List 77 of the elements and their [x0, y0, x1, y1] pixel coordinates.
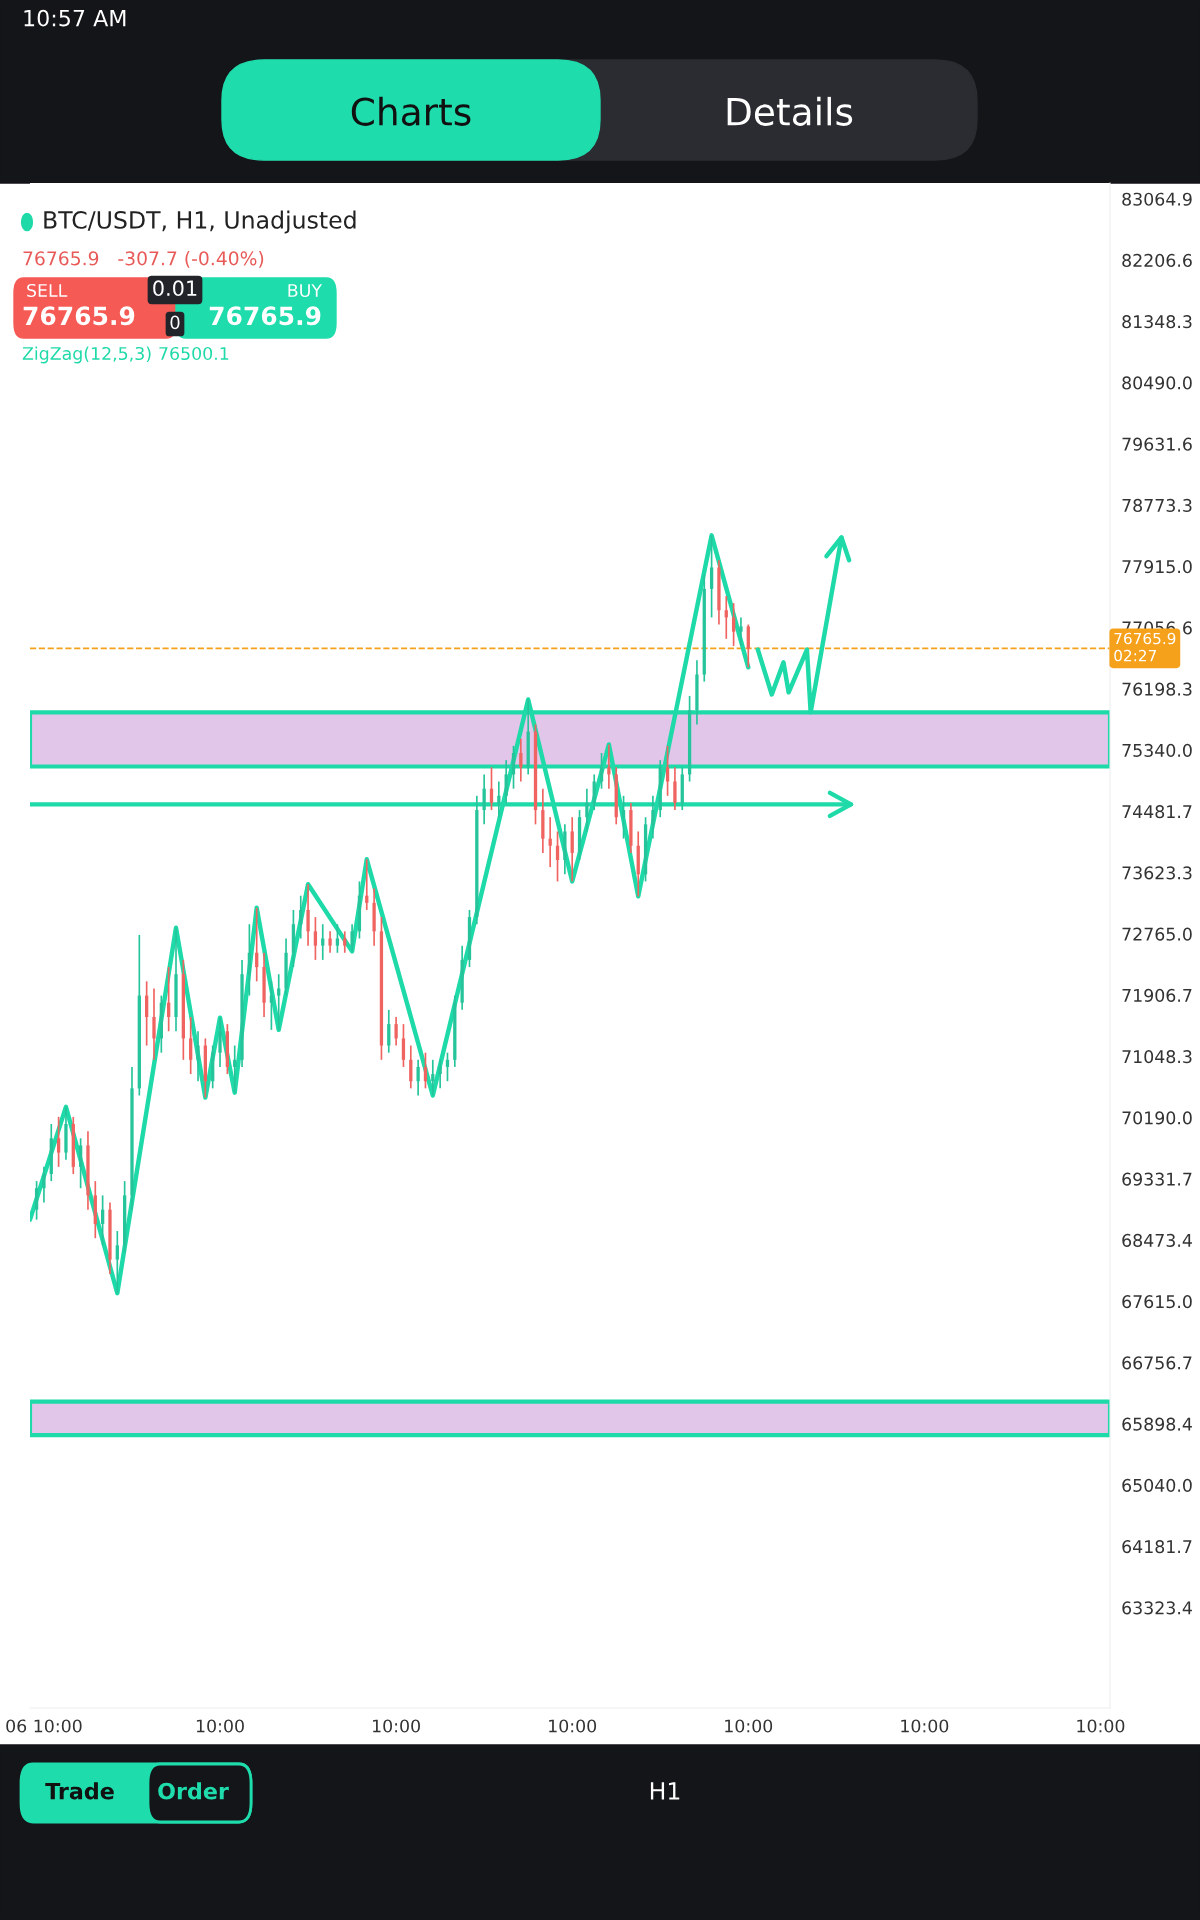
candlestick [665, 745, 670, 797]
candlestick [731, 602, 736, 647]
x-tick-label: 10:00 [1077, 1719, 1125, 1733]
text: Order [158, 1782, 229, 1800]
candlestick [152, 987, 156, 1061]
candlestick [416, 1058, 420, 1097]
y-tick-label: 68473.4 [1122, 1233, 1192, 1247]
candlestick [709, 534, 714, 619]
candlestick [599, 752, 604, 790]
candlestick [196, 1030, 200, 1083]
text: 76765.9 -307.7 (-0.40%) [23, 250, 264, 268]
y-tick-label: 70190.0 [1122, 1111, 1192, 1125]
y-tick-label: 74481.7 [1122, 805, 1192, 819]
annotation: 76500.1 [159, 346, 229, 361]
annotation: 0 [170, 315, 180, 330]
candlestick [585, 787, 589, 833]
y-tick-label: 72765.0 [1122, 927, 1192, 941]
candlestick [651, 794, 655, 840]
annotation: 76765.9 [23, 306, 135, 326]
annotation: BUY [288, 284, 323, 298]
y-tick-label: 67615.0 [1122, 1295, 1192, 1309]
candlestick [673, 766, 677, 811]
candlestick [350, 923, 354, 953]
candlestick [607, 743, 611, 790]
candlestick [746, 623, 750, 669]
candlestick [34, 1180, 39, 1221]
y-tick-label: 69331.7 [1122, 1172, 1192, 1186]
candlestick [78, 1137, 83, 1190]
y-tick-label: 65040.0 [1122, 1478, 1192, 1492]
text: BTC/USDT, H1, Unadjusted [44, 210, 356, 234]
y-tick-label: 71906.7 [1122, 988, 1192, 1002]
text: Trade [45, 1782, 114, 1800]
candlestick [218, 1016, 222, 1068]
candlestick [328, 930, 332, 954]
candlestick [306, 883, 310, 947]
candlestick [189, 1016, 193, 1075]
annotation: SELL [27, 283, 68, 298]
text: Details [727, 96, 853, 126]
y-tick-label: 75340.0 [1122, 743, 1192, 757]
candlestick [570, 816, 574, 883]
candlestick [401, 1023, 406, 1068]
text: 10:57 AM [24, 9, 126, 27]
text: Charts [351, 96, 471, 126]
y-tick-label: 80490.0 [1122, 376, 1192, 390]
candlestick [387, 1009, 391, 1054]
x-tick-label: 10:00 [196, 1719, 244, 1733]
y-tick-label: 79631.6 [1122, 437, 1192, 451]
y-tick-label: 71048.3 [1122, 1050, 1192, 1064]
y-tick-label: 64181.7 [1122, 1540, 1192, 1554]
text: H1 [650, 1782, 680, 1800]
candlestick [277, 973, 281, 1031]
y-tick-label: 78773.3 [1122, 498, 1192, 512]
annotation: 76765.9 [209, 306, 321, 326]
candlestick [115, 1230, 119, 1294]
candlestick [739, 616, 743, 647]
candlestick [438, 1058, 442, 1090]
candlestick [394, 1016, 398, 1047]
annotation: 0.01 [153, 280, 197, 297]
y-tick-label: 73623.3 [1122, 866, 1192, 880]
y-tick-label: 83064.9 [1122, 192, 1192, 206]
x-tick-label: 06 10:00 [6, 1719, 82, 1733]
y-tick-label: 77915.0 [1122, 560, 1192, 574]
candlestick [56, 1116, 61, 1168]
x-tick-label: 10:00 [901, 1719, 949, 1733]
y-tick-label: 63323.4 [1122, 1601, 1192, 1615]
y-tick-label: 81348.3 [1122, 315, 1192, 329]
x-tick-label: 10:00 [549, 1719, 597, 1733]
x-tick-label: 10:00 [373, 1719, 420, 1733]
y-tick-label: 65898.4 [1122, 1417, 1192, 1431]
y-tick-label: 66756.7 [1122, 1356, 1192, 1370]
text: ZigZag(12,5,3) [22, 346, 151, 364]
y-tick-label: 82206.6 [1122, 253, 1192, 268]
candlestick [504, 759, 508, 804]
candlestick [42, 1166, 46, 1204]
candlestick [313, 916, 318, 961]
y-tick-label: 76198.3 [1122, 682, 1192, 696]
x-tick-label: 10:00 [725, 1719, 773, 1733]
